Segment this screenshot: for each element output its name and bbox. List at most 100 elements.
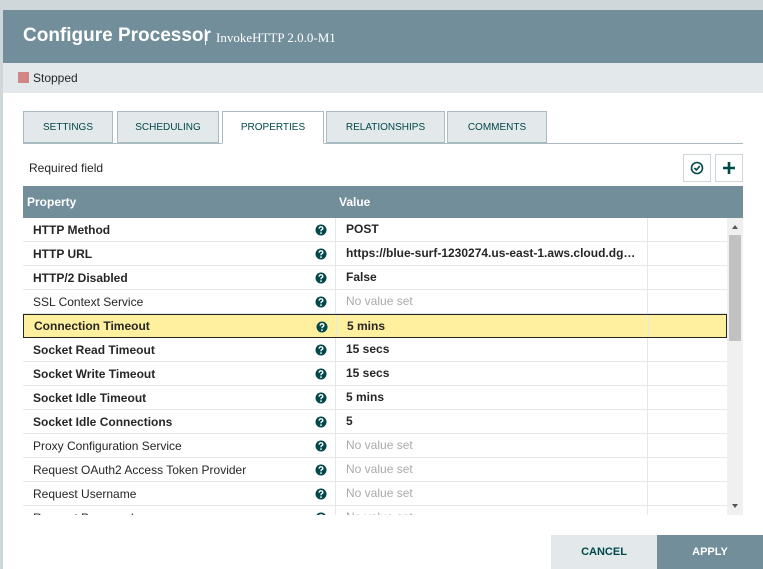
- tab-line: [23, 143, 743, 144]
- property-value[interactable]: False: [346, 270, 377, 284]
- column-divider: [647, 482, 648, 505]
- property-value[interactable]: POST: [346, 222, 379, 236]
- property-name: HTTP/2 Disabled: [33, 270, 128, 285]
- plus-icon: [723, 162, 735, 174]
- property-name: Socket Idle Timeout: [33, 390, 147, 405]
- help-icon[interactable]: [315, 272, 327, 284]
- column-divider: [335, 434, 336, 457]
- help-icon[interactable]: [315, 512, 327, 515]
- column-divider: [648, 315, 649, 337]
- property-value[interactable]: No value set: [346, 462, 413, 476]
- column-divider: [647, 242, 648, 265]
- help-icon[interactable]: [315, 224, 327, 236]
- tab[interactable]: PROPERTIES: [222, 111, 324, 144]
- column-divider: [335, 290, 336, 313]
- add-property-button[interactable]: [715, 154, 743, 182]
- dialog-edge: [0, 10, 3, 569]
- property-value[interactable]: No value set: [346, 486, 413, 500]
- table-row[interactable]: HTTP URL https://blue-surf-1230274.us-eas…: [23, 242, 727, 266]
- table-row[interactable]: Request Username No value set: [23, 482, 727, 506]
- column-divider: [335, 386, 336, 409]
- table-row[interactable]: Socket Idle Connections 5: [23, 410, 727, 434]
- tab[interactable]: SETTINGS: [23, 111, 113, 143]
- column-divider: [335, 482, 336, 505]
- status-bar: Stopped: [3, 63, 763, 93]
- property-name: Request OAuth2 Access Token Provider: [33, 462, 247, 477]
- property-name: HTTP URL: [33, 246, 93, 261]
- help-icon[interactable]: [315, 416, 327, 428]
- property-name: HTTP Method: [33, 222, 111, 237]
- help-icon[interactable]: [315, 248, 327, 260]
- property-name: Request Password: [33, 506, 313, 516]
- property-value[interactable]: 5 mins: [346, 390, 385, 404]
- property-value[interactable]: 15 secs: [346, 342, 390, 356]
- column-divider: [335, 362, 336, 385]
- tab[interactable]: COMMENTS: [447, 111, 547, 143]
- table-row[interactable]: Connection Timeout 5 mins: [23, 314, 727, 338]
- column-divider: [335, 506, 336, 515]
- property-value[interactable]: https://blue-surf-1230274.us-east-1.aws.…: [346, 246, 636, 260]
- column-divider: [647, 434, 648, 457]
- column-divider: [647, 338, 648, 361]
- column-divider: [647, 362, 648, 385]
- table-row[interactable]: Socket Read Timeout 15 secs: [23, 338, 727, 362]
- table-row[interactable]: Request OAuth2 Access Token Provider No v…: [23, 458, 727, 482]
- property-value[interactable]: No value set: [346, 438, 413, 452]
- column-divider: [647, 218, 648, 241]
- dialog-subtitle: InvokeHTTP 2.0.0-M1: [216, 30, 336, 45]
- column-divider: [335, 242, 336, 265]
- help-icon[interactable]: [315, 344, 327, 356]
- table-row[interactable]: Request Password No value set: [23, 506, 727, 515]
- property-name: Request Username: [33, 486, 137, 501]
- property-value[interactable]: 15 secs: [346, 366, 390, 380]
- property-name: Connection Timeout: [34, 319, 150, 333]
- tab[interactable]: SCHEDULING: [117, 111, 219, 143]
- dialog-header: Configure Processor InvokeHTTP 2.0.0-M1: [3, 10, 763, 63]
- status-text: Stopped: [33, 71, 78, 85]
- property-value[interactable]: 5 mins: [347, 319, 386, 333]
- column-divider: [335, 218, 336, 241]
- apply-button[interactable]: APPLY: [657, 535, 763, 569]
- table-row[interactable]: Proxy Configuration Service No value set: [23, 434, 727, 458]
- help-icon[interactable]: [315, 368, 327, 380]
- column-divider: [335, 410, 336, 433]
- column-header: Property: [27, 195, 77, 209]
- dialog-title: Configure Processor: [23, 25, 211, 46]
- cancel-button[interactable]: CANCEL: [551, 535, 657, 569]
- property-name: Socket Idle Connections: [33, 414, 173, 429]
- column-divider: [335, 338, 336, 361]
- scrollbar: [727, 218, 743, 515]
- verify-button[interactable]: [683, 154, 711, 182]
- separator: [205, 29, 206, 45]
- table-row[interactable]: HTTP/2 Disabled False: [23, 266, 727, 290]
- property-name: Socket Write Timeout: [33, 366, 156, 381]
- column-divider: [335, 266, 336, 289]
- table-header: Property Value: [23, 186, 743, 218]
- help-icon[interactable]: [315, 464, 327, 476]
- property-value[interactable]: No value set: [346, 506, 636, 515]
- scrollbar-graphic: [729, 225, 741, 508]
- help-icon[interactable]: [315, 488, 327, 500]
- table-row[interactable]: HTTP Method POST: [23, 218, 727, 242]
- help-icon[interactable]: [315, 392, 327, 404]
- help-icon[interactable]: [316, 321, 328, 333]
- table-row[interactable]: SSL Context Service No value set: [23, 290, 727, 314]
- property-name: Proxy Configuration Service: [33, 438, 182, 453]
- column-divider: [336, 315, 337, 337]
- column-divider: [647, 386, 648, 409]
- column-header: Value: [339, 195, 371, 209]
- column-divider: [647, 458, 648, 481]
- backdrop: [0, 0, 763, 10]
- help-icon[interactable]: [315, 296, 327, 308]
- status-icon: [18, 72, 29, 83]
- property-value[interactable]: 5: [346, 414, 353, 428]
- table-row[interactable]: Socket Write Timeout 15 secs: [23, 362, 727, 386]
- help-icon[interactable]: [315, 440, 327, 452]
- tab[interactable]: RELATIONSHIPS: [326, 111, 445, 143]
- column-divider: [647, 410, 648, 433]
- table-row[interactable]: Socket Idle Timeout 5 mins: [23, 386, 727, 410]
- column-divider: [647, 506, 648, 515]
- property-name: Socket Read Timeout: [33, 342, 155, 357]
- property-value[interactable]: No value set: [346, 294, 413, 308]
